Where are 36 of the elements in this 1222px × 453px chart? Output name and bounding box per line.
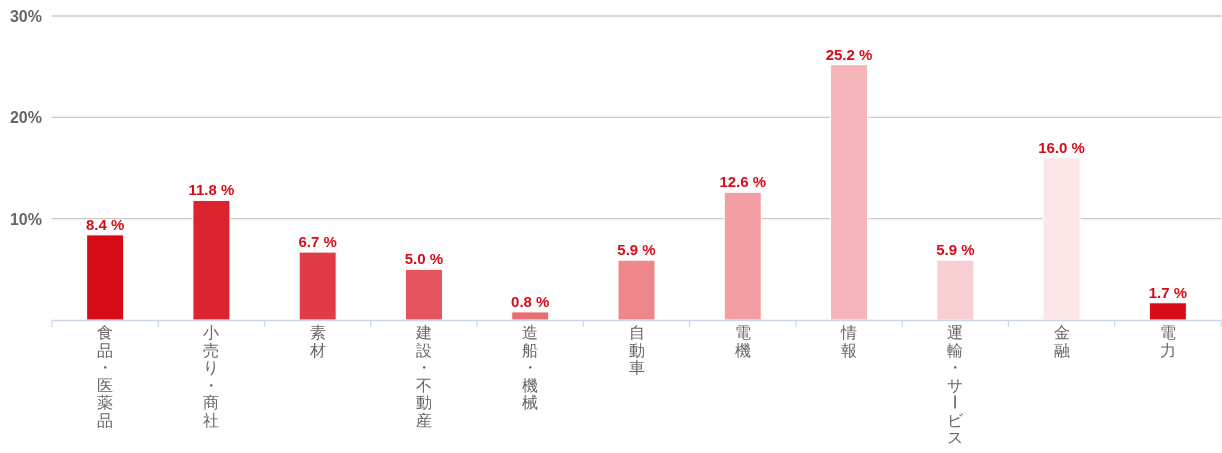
y-tick-label: 10% — [9, 210, 42, 228]
bar — [86, 234, 125, 321]
bar — [404, 268, 443, 321]
x-tick-label: 造船・機械 — [522, 324, 539, 411]
x-tick-label: 自動車 — [628, 324, 645, 376]
x-tick-label: 電機 — [734, 324, 751, 359]
data-label: 16.0 % — [1038, 138, 1085, 156]
data-label: 11.8 % — [188, 181, 235, 199]
data-label: 5.9 % — [617, 241, 656, 259]
x-tick-label: 食品・医薬品 — [97, 324, 114, 429]
x-tick-label: 電力 — [1159, 324, 1176, 359]
bar — [1148, 302, 1187, 321]
x-tick-label: 素材 — [308, 324, 326, 359]
data-label: 5.0 % — [404, 250, 444, 268]
data-label: 12.6 % — [719, 173, 767, 191]
x-tick-label: 金融 — [1053, 324, 1070, 359]
data-label: 6.7 % — [298, 233, 337, 251]
x-tick-label: 建設・不動産 — [414, 324, 432, 429]
x-tick-label: 情報 — [840, 324, 858, 359]
x-tick-label: 運輸・サービス — [945, 324, 965, 446]
bar — [511, 311, 550, 321]
bar — [723, 191, 762, 321]
x-tick-label: 小売り・商社 — [203, 324, 220, 429]
bar — [830, 64, 869, 321]
data-label: 25.2 % — [825, 45, 873, 63]
bar — [298, 251, 337, 321]
data-label: 5.9 % — [936, 241, 975, 259]
data-label: 1.7 % — [1148, 283, 1188, 301]
bar — [936, 259, 975, 321]
bar — [1042, 157, 1081, 321]
data-label: 0.8 % — [511, 292, 550, 310]
bar — [617, 259, 656, 321]
bar — [192, 199, 231, 321]
y-tick-label: 20% — [9, 109, 42, 127]
y-tick-label: 30% — [9, 8, 42, 25]
data-label: 8.4 % — [85, 215, 125, 233]
